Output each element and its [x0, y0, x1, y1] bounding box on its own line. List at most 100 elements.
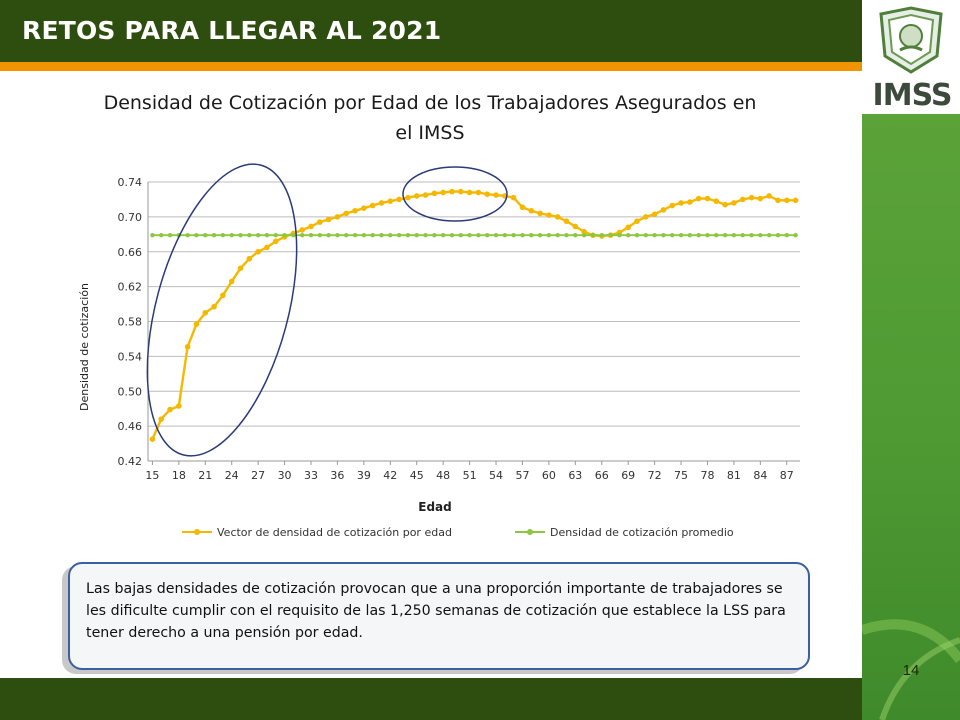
data-point [695, 195, 702, 202]
data-point [467, 232, 472, 238]
data-point [793, 232, 798, 238]
x-tick-label: 42 [383, 469, 397, 482]
chart-title: Densidad de Cotización por Edad de los T… [103, 92, 757, 144]
data-point [748, 194, 755, 201]
data-point [228, 278, 235, 285]
data-point [308, 223, 314, 230]
x-tick-label: 27 [251, 469, 265, 482]
data-point [599, 232, 604, 238]
x-tick-label: 39 [357, 469, 371, 482]
data-point [502, 232, 508, 238]
y-tick-label: 0.42 [118, 455, 143, 468]
header-bar: RETOS PARA LLEGAR AL 2021 [0, 0, 862, 62]
data-point [546, 232, 552, 238]
x-tick-label: 24 [225, 469, 239, 482]
x-tick-label: 69 [621, 469, 635, 482]
data-point [343, 210, 350, 217]
data-point [264, 232, 270, 238]
data-point [783, 197, 790, 204]
data-point [299, 232, 305, 238]
data-point [634, 218, 640, 225]
data-point [625, 224, 631, 231]
data-point [493, 192, 499, 198]
data-point [510, 194, 517, 201]
data-point [564, 232, 569, 238]
data-point [317, 219, 323, 225]
data-point [792, 197, 799, 204]
data-point [344, 232, 349, 238]
side-panel [862, 0, 960, 720]
data-point [150, 232, 155, 238]
data-point [238, 232, 243, 238]
data-point [352, 207, 358, 214]
data-point [158, 416, 165, 422]
decorative-swirl [862, 619, 960, 720]
data-point [705, 232, 710, 238]
data-point [229, 232, 234, 238]
x-tick-label: 18 [172, 469, 186, 482]
x-tick-label: 15 [145, 469, 159, 482]
data-point [766, 193, 772, 199]
x-axis-ticks: 15 18 21 24 27 30 33 36 39 42 45 48 51 54 57 60 63 66 69 72… [145, 461, 794, 482]
data-point [370, 232, 375, 238]
data-point [740, 232, 745, 238]
data-point [475, 189, 482, 196]
data-point [581, 232, 587, 238]
data-point [757, 195, 764, 202]
data-point [184, 343, 191, 350]
data-point [652, 232, 657, 238]
data-point [573, 232, 578, 238]
data-point [784, 232, 789, 238]
data-point [246, 255, 253, 262]
data-point [687, 199, 693, 205]
data-point [590, 232, 596, 238]
x-tick-label: 36 [330, 469, 344, 482]
x-tick-label: 48 [436, 469, 450, 482]
data-point [203, 232, 208, 238]
data-point [731, 232, 737, 238]
data-point [325, 216, 332, 223]
data-point [431, 190, 438, 197]
data-point [414, 232, 419, 238]
data-point [660, 207, 667, 213]
data-point [361, 205, 367, 211]
data-point [554, 214, 561, 220]
x-axis-label: Edad [418, 500, 451, 514]
data-point [643, 232, 649, 238]
data-point [432, 232, 437, 238]
y-tick-label: 0.62 [118, 281, 143, 294]
data-point [308, 232, 314, 238]
data-point [159, 232, 164, 238]
data-point [247, 232, 252, 238]
data-point [387, 198, 394, 204]
data-point [378, 200, 385, 206]
y-tick-label: 0.50 [118, 385, 143, 398]
data-point [185, 232, 190, 238]
data-point [563, 218, 570, 225]
data-point [334, 214, 341, 220]
x-tick-label: 60 [542, 469, 556, 482]
data-point [264, 244, 270, 251]
data-point [714, 232, 719, 238]
data-point [220, 292, 226, 299]
data-point [722, 201, 728, 208]
data-point [299, 227, 305, 233]
data-point [581, 228, 587, 235]
note-text: Las bajas densidades de cotización provo… [86, 581, 786, 641]
data-point [529, 232, 534, 238]
x-tick-label: 72 [648, 469, 662, 482]
note-callout: Las bajas densidades de cotización provo… [68, 562, 810, 670]
slide-title: RETOS PARA LLEGAR AL 2021 [22, 16, 442, 45]
data-point [237, 265, 244, 272]
data-point [749, 232, 754, 238]
logo-text: IMSS [872, 78, 953, 113]
y-tick-label: 0.54 [118, 350, 143, 363]
data-point [211, 303, 217, 310]
grid-lines [147, 181, 800, 462]
data-point [457, 188, 464, 195]
data-point [634, 232, 640, 238]
data-point [291, 232, 296, 238]
data-point [572, 223, 579, 230]
data-point [555, 232, 560, 238]
data-point [220, 232, 226, 238]
